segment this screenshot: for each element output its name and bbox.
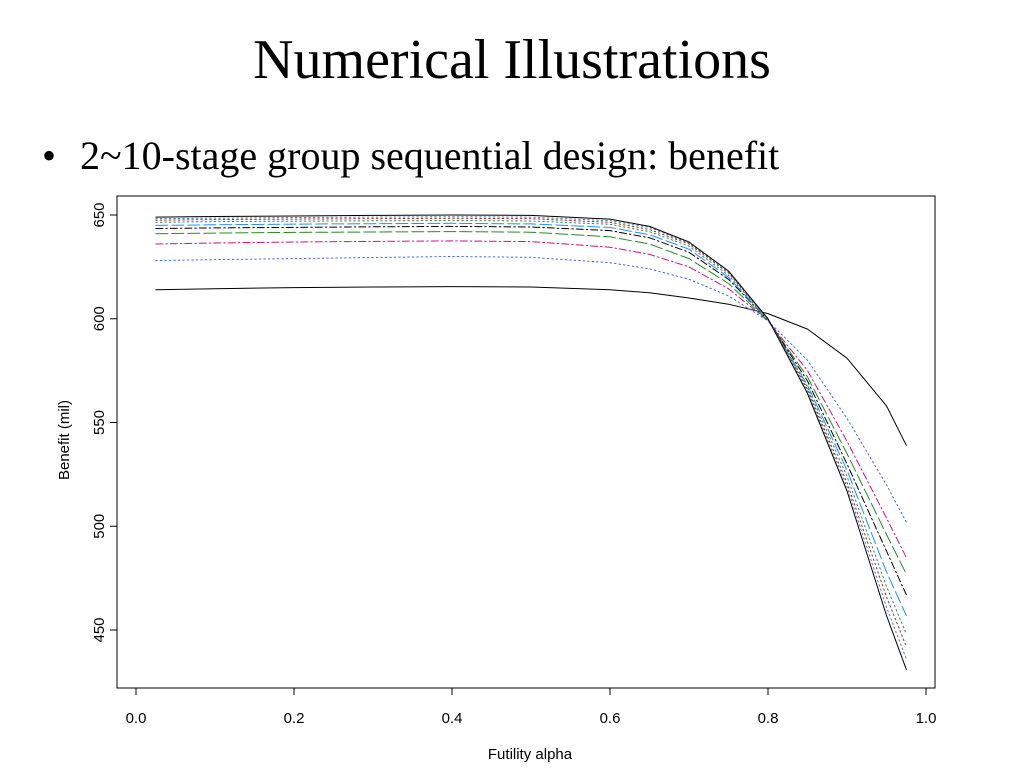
bullet-text: 2~10-stage group sequential design: bene… — [80, 133, 780, 178]
x-tick-label: 0.8 — [758, 710, 779, 727]
series-line-10 — [155, 214, 907, 670]
series-line-3 — [155, 240, 907, 558]
x-axis: 0.0 0.2 0.4 0.6 0.8 1.0 — [126, 688, 937, 727]
y-tick-label: 550 — [91, 410, 108, 435]
series-line-5 — [155, 225, 907, 596]
x-axis-label: Futility alpha — [488, 746, 573, 763]
plot-frame — [116, 195, 936, 689]
bullet-symbol: • — [42, 133, 57, 178]
y-tick-label: 500 — [91, 514, 108, 539]
series-line-7 — [155, 219, 907, 635]
series-line-8 — [155, 217, 907, 648]
x-tick-label: 0.6 — [600, 710, 621, 727]
series-line-1 — [155, 286, 907, 446]
series-line-4 — [155, 231, 907, 575]
series-line-2 — [155, 256, 907, 523]
series-layer — [155, 214, 907, 670]
series-line-6 — [155, 222, 907, 616]
bullet-item: • 2~10-stage group sequential design: ben… — [42, 136, 779, 176]
y-axis-label: Benefit (mil) — [56, 400, 73, 480]
x-tick-label: 0.0 — [126, 710, 147, 727]
y-tick-label: 450 — [91, 617, 108, 642]
x-tick-label: 0.2 — [284, 710, 305, 727]
x-tick-label: 0.4 — [442, 710, 463, 727]
y-axis: 450 500 550 600 650 — [91, 202, 117, 643]
y-tick-label: 650 — [91, 202, 108, 227]
slide-title: Numerical Illustrations — [253, 29, 771, 91]
series-line-9 — [155, 216, 907, 660]
y-tick-label: 600 — [91, 306, 108, 331]
x-tick-label: 1.0 — [916, 710, 937, 727]
